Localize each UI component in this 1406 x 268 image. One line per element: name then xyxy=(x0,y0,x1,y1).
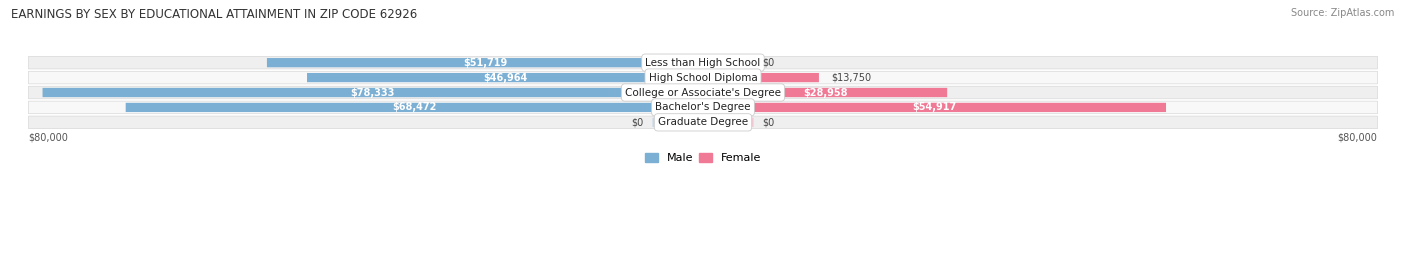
Text: Source: ZipAtlas.com: Source: ZipAtlas.com xyxy=(1291,8,1395,18)
FancyBboxPatch shape xyxy=(703,73,818,82)
Text: High School Diploma: High School Diploma xyxy=(648,73,758,83)
FancyBboxPatch shape xyxy=(703,118,754,127)
Text: $0: $0 xyxy=(631,117,644,127)
FancyBboxPatch shape xyxy=(42,88,703,97)
Text: EARNINGS BY SEX BY EDUCATIONAL ATTAINMENT IN ZIP CODE 62926: EARNINGS BY SEX BY EDUCATIONAL ATTAINMEN… xyxy=(11,8,418,21)
Text: $80,000: $80,000 xyxy=(1337,132,1378,143)
FancyBboxPatch shape xyxy=(125,103,703,112)
Text: $78,333: $78,333 xyxy=(350,88,395,98)
Text: $80,000: $80,000 xyxy=(28,132,69,143)
Text: $51,719: $51,719 xyxy=(463,58,508,68)
FancyBboxPatch shape xyxy=(267,58,703,67)
FancyBboxPatch shape xyxy=(28,116,1378,129)
Text: Less than High School: Less than High School xyxy=(645,58,761,68)
Text: $0: $0 xyxy=(762,117,775,127)
Text: College or Associate's Degree: College or Associate's Degree xyxy=(626,88,780,98)
Legend: Male, Female: Male, Female xyxy=(644,152,762,163)
FancyBboxPatch shape xyxy=(703,88,948,97)
FancyBboxPatch shape xyxy=(652,118,703,127)
FancyBboxPatch shape xyxy=(703,58,754,67)
Text: $54,917: $54,917 xyxy=(912,102,956,112)
FancyBboxPatch shape xyxy=(28,71,1378,84)
FancyBboxPatch shape xyxy=(28,101,1378,114)
FancyBboxPatch shape xyxy=(703,103,1166,112)
FancyBboxPatch shape xyxy=(28,86,1378,99)
Text: Bachelor's Degree: Bachelor's Degree xyxy=(655,102,751,112)
Text: $46,964: $46,964 xyxy=(482,73,527,83)
Text: $0: $0 xyxy=(762,58,775,68)
Text: $28,958: $28,958 xyxy=(803,88,848,98)
Text: $68,472: $68,472 xyxy=(392,102,436,112)
FancyBboxPatch shape xyxy=(28,56,1378,69)
Text: Graduate Degree: Graduate Degree xyxy=(658,117,748,127)
FancyBboxPatch shape xyxy=(307,73,703,82)
Text: $13,750: $13,750 xyxy=(831,73,872,83)
